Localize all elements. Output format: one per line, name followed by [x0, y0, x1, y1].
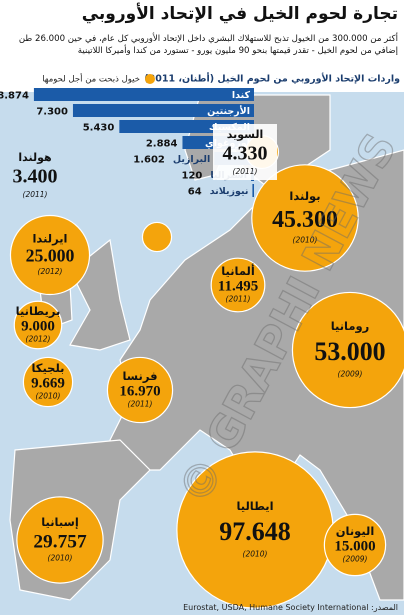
bubble-year: (2011): [128, 399, 153, 408]
bubble-name: فرنسا: [122, 369, 157, 383]
category-label: كندا: [232, 90, 251, 101]
bubble-value: 97.648: [219, 517, 291, 546]
value-label: 64: [188, 187, 202, 198]
value-label: 1.602: [133, 155, 165, 166]
bar: [72, 104, 255, 117]
bubble: [210, 257, 266, 313]
bubble-year: (2011): [233, 167, 258, 176]
bar-header-band: [0, 66, 404, 92]
bubble-value: 9.000: [21, 319, 55, 335]
bubble-name: اليونان: [336, 524, 375, 539]
bubble-year: (2011): [23, 190, 48, 199]
bubble-name: بريطانيا: [16, 304, 61, 318]
bubble-value: 29.757: [33, 531, 87, 552]
bubble-name: ايطاليا: [236, 499, 273, 513]
bubble-year: (2010): [36, 391, 61, 400]
bubble: [291, 291, 404, 409]
value-label: 8.874: [0, 91, 29, 102]
category-label: الأرجنتين: [207, 105, 250, 117]
legend-label: خيول ذبحت من أجل لحومها: [42, 73, 140, 85]
bubble-year: (2010): [243, 550, 268, 559]
bubble-group: السويد 4.330 (2011) هولندا 3.400 (2011) بولندا…: [9, 124, 404, 609]
bubble-year: (2010): [48, 553, 73, 562]
bubble-name: بلجيكا: [31, 361, 64, 375]
bubble-year: (2010): [293, 236, 318, 245]
bubble: [323, 513, 387, 577]
bubble-name: ألمانيا: [221, 263, 255, 278]
value-label: 5.430: [83, 123, 115, 134]
bubble-name: رومانيا: [331, 319, 370, 334]
bubble-name: ايرلندا: [32, 231, 67, 245]
bubble-value: 15.000: [334, 539, 375, 555]
bubble-value: 3.400: [13, 166, 58, 188]
category-label: نيوزيلاند: [210, 186, 249, 197]
legend-swatch: [145, 74, 155, 84]
bubble-value: 11.495: [218, 279, 258, 295]
bar: [33, 88, 254, 101]
title: تجارة لحوم الخيل في الإتحاد الأوروبي: [81, 4, 398, 24]
value-label: 2.884: [146, 139, 178, 150]
bubble: [9, 214, 91, 296]
bubble: [13, 300, 63, 350]
bubble-value: 9.669: [31, 376, 65, 392]
bubble: [106, 356, 174, 424]
bubble-name: بولندا: [289, 189, 320, 204]
subtitle: أكثر من 300.000 من الخيول تذبح للاستهلاك…: [18, 34, 398, 56]
bubble-name: السويد: [227, 128, 263, 141]
label-box: [213, 124, 277, 180]
bubble-value: 25.000: [26, 246, 75, 266]
bar-chart-title: واردات الإتحاد الأوروبي من لحوم الخيل (أ…: [144, 72, 400, 85]
bubble-year: (2012): [26, 334, 51, 343]
bubble-year: (2009): [343, 554, 368, 563]
bubble: [16, 496, 104, 584]
bubble-name: هولندا: [18, 151, 51, 164]
bar: [252, 184, 254, 197]
value-label: 7.300: [36, 107, 68, 118]
bubble-year: (2012): [38, 267, 63, 276]
source: المصدر: Eurostat, USDA, Humane Society I…: [183, 603, 398, 612]
value-label: 120: [181, 171, 202, 182]
bubble-value: 16.970: [119, 384, 160, 400]
bubble-value: 53.000: [314, 337, 385, 366]
bubble: [251, 164, 359, 272]
bubble-value: 4.330: [223, 143, 268, 165]
bubble-year: (2009): [338, 370, 363, 379]
bubble: [141, 221, 173, 253]
category-label: البرازيل: [173, 154, 210, 165]
bubble-name: إسبانيا: [41, 515, 79, 529]
bubble-value: 45.300: [272, 207, 338, 233]
bubble-year: (2011): [226, 294, 251, 303]
bubble: [22, 356, 74, 408]
